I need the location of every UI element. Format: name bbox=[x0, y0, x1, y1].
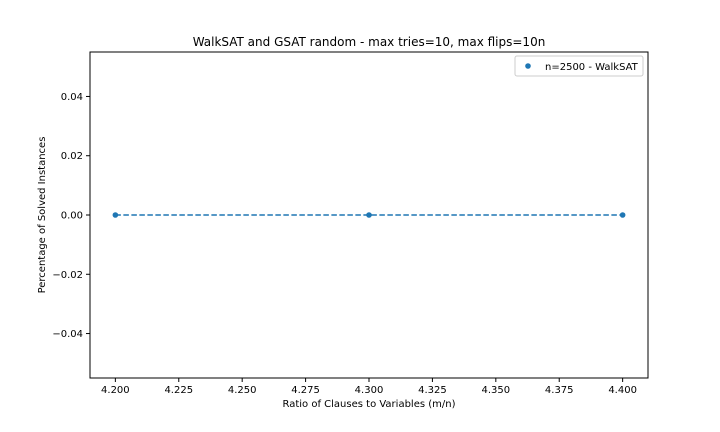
x-tick-label: 4.400 bbox=[608, 385, 637, 396]
x-axis-label: Ratio of Clauses to Variables (m/n) bbox=[283, 399, 456, 410]
x-axis: 4.200 4.225 4.250 4.275 4.300 4.325 4.350 4.375… bbox=[101, 378, 637, 396]
legend-box bbox=[514, 55, 644, 77]
legend-entry-label: n=2500 - WalkSAT bbox=[545, 62, 639, 73]
x-tick-label: 4.225 bbox=[164, 385, 193, 396]
data-point bbox=[366, 212, 372, 218]
y-axis: −0.04 −0.02 0.00 0.02 0.04 bbox=[52, 92, 90, 340]
data-point bbox=[112, 212, 119, 218]
y-tick-label: −0.04 bbox=[52, 329, 83, 340]
y-tick-label: −0.02 bbox=[52, 270, 83, 281]
y-tick-label: 0.02 bbox=[61, 151, 83, 162]
x-tick-label: 4.350 bbox=[481, 385, 510, 396]
x-tick-label: 4.200 bbox=[101, 385, 130, 396]
x-tick-label: 4.375 bbox=[545, 385, 574, 396]
y-tick-label: 0.00 bbox=[61, 211, 83, 222]
y-axis-label: Percentage of Solved Instances bbox=[37, 137, 48, 294]
series-layer bbox=[112, 212, 626, 218]
x-tick-label: 4.250 bbox=[228, 385, 257, 396]
chart-title: WalkSAT and GSAT random - max tries=10, … bbox=[193, 35, 546, 49]
data-point bbox=[619, 212, 626, 218]
x-tick-label: 4.300 bbox=[355, 385, 384, 396]
legend: n=2500 - WalkSAT bbox=[514, 55, 644, 77]
y-tick-label: 0.04 bbox=[61, 92, 83, 103]
legend-marker bbox=[525, 63, 531, 69]
x-tick-label: 4.275 bbox=[291, 385, 320, 396]
x-tick-label: 4.325 bbox=[418, 385, 447, 396]
